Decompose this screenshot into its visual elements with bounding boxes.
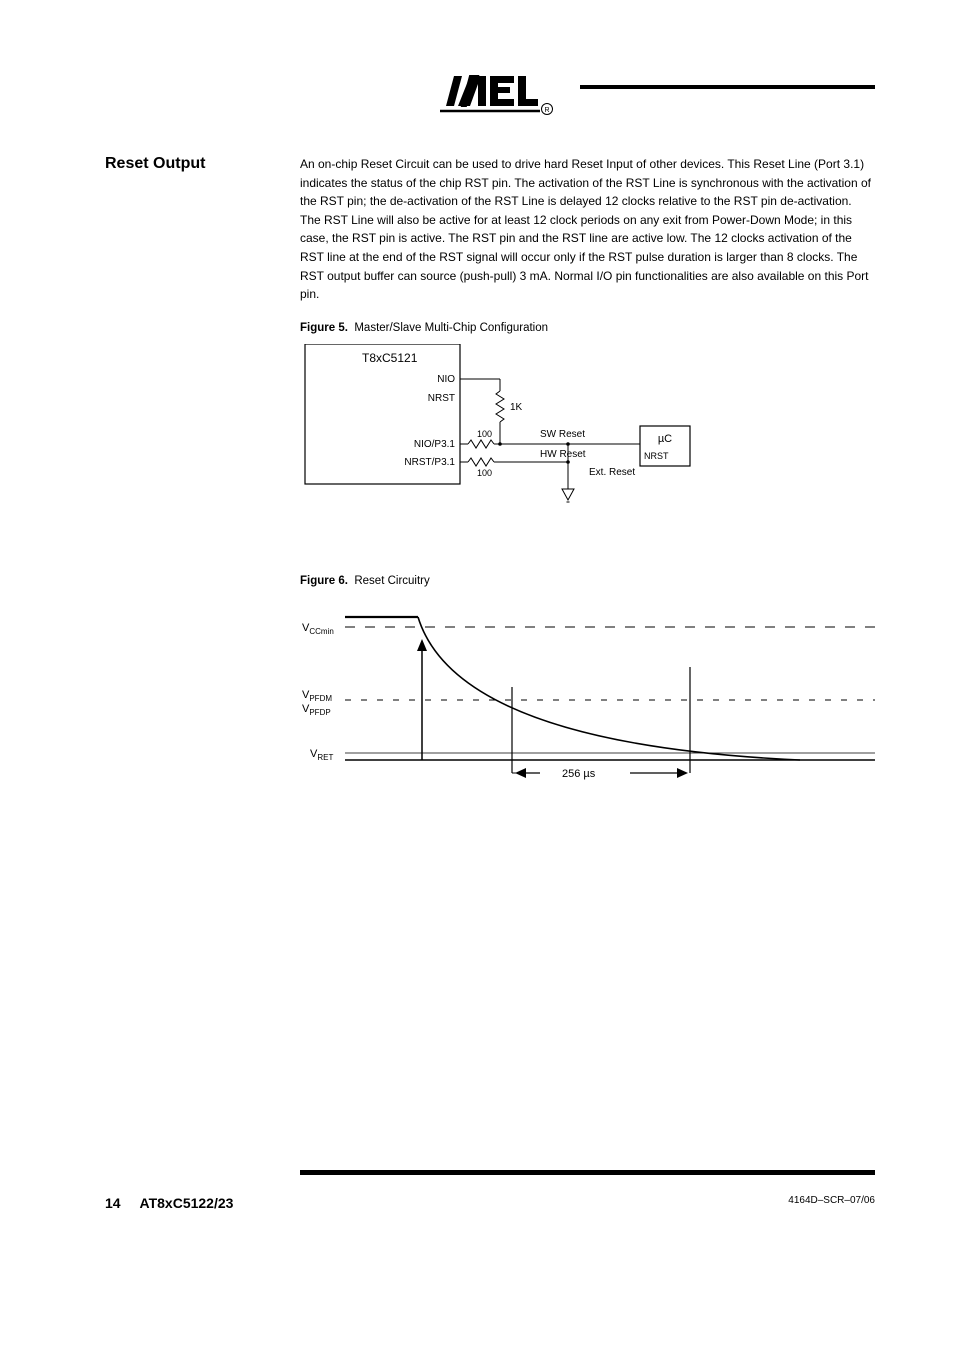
figure-5-prefix: Figure 5. — [300, 322, 348, 334]
vccmin-label: VCCmin — [302, 622, 334, 636]
vret-label: VRET — [310, 748, 333, 762]
uc-label: µC — [658, 433, 672, 445]
vpfdm-label: VPFDM — [302, 689, 332, 703]
figure-6-caption: Figure 6. Reset Circuitry — [300, 575, 430, 587]
time-span-label: 256 µs — [562, 768, 596, 780]
span-arrow-right-icon — [630, 768, 688, 778]
decay-curve — [418, 617, 800, 760]
vpfdp-label: VPFDP — [302, 703, 331, 717]
figure-6-caption-text: Reset Circuitry — [354, 575, 429, 587]
resistor-100-a-label: 100 — [477, 429, 492, 439]
header-rule — [580, 85, 875, 89]
nio-p31-label: NIO/P3.1 — [414, 439, 456, 450]
hw-reset-label: HW Reset — [540, 449, 586, 460]
main-chip-label: T8xC5121 — [362, 351, 418, 365]
nio-pin-label: NIO — [437, 374, 455, 385]
header-logo: R — [440, 70, 570, 120]
nrst-p31-label: NRST/P3.1 — [404, 457, 455, 468]
page-number: 14 — [105, 1195, 121, 1211]
footer-product: AT8xC5122/23 — [140, 1195, 234, 1211]
section-title: Reset Output — [105, 155, 205, 173]
section-body: An on-chip Reset Circuit can be used to … — [300, 155, 875, 304]
figure-5-diagram: T8xC5121 NIO 1K NIO/P3.1 100 NRST/P3.1 1… — [300, 344, 740, 524]
registered-symbol: R — [544, 107, 549, 114]
footer-docid: 4164D–SCR–07/06 — [300, 1195, 875, 1206]
resistor-100-b — [468, 458, 494, 466]
resistor-1k-label: 1K — [510, 402, 523, 413]
footer-rule — [300, 1170, 875, 1175]
figure-5-caption-text: Master/Slave Multi-Chip Configuration — [354, 322, 548, 334]
figure-6-chart: VCCmin VPFDM VPFDP VRET 256 µs — [300, 595, 875, 795]
resistor-1k — [496, 391, 504, 422]
uc-nrst-label: NRST — [644, 451, 669, 461]
span-arrow-left-icon — [515, 768, 540, 778]
ground-icon — [562, 489, 574, 500]
sw-reset-label: SW Reset — [540, 429, 585, 440]
nrst-label: NRST — [428, 393, 455, 404]
resistor-100-a — [468, 440, 494, 448]
figure-6-prefix: Figure 6. — [300, 575, 348, 587]
resistor-100-b-label: 100 — [477, 468, 492, 478]
footer-page: 14 AT8xC5122/23 — [105, 1195, 233, 1211]
figure-5-caption: Figure 5. Master/Slave Multi-Chip Config… — [300, 322, 548, 334]
ext-reset-label: Ext. Reset — [589, 467, 635, 478]
